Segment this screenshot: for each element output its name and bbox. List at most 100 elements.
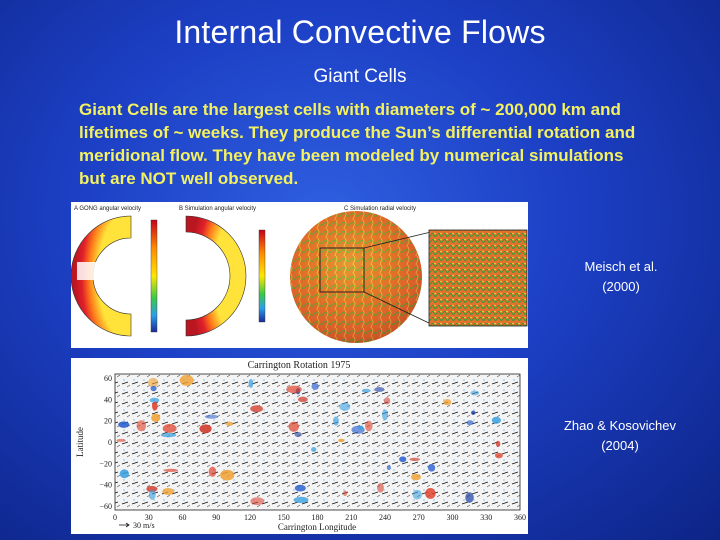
- flow-feature: [225, 421, 234, 426]
- flow-feature: [494, 452, 503, 459]
- flow-feature: [311, 447, 317, 453]
- flow-feature: [118, 421, 130, 428]
- flow-feature: [358, 425, 364, 430]
- flow-feature: [294, 484, 306, 492]
- flow-feature: [179, 374, 194, 386]
- flow-feature: [466, 420, 474, 426]
- longitude-tick-label: 120: [244, 513, 256, 522]
- longitude-axis-label: Carrington Longitude: [278, 522, 356, 532]
- latitude-tick-label: 40: [104, 395, 112, 404]
- panel-a-label: A GONG angular velocity: [74, 206, 141, 212]
- longitude-tick-label: 360: [514, 513, 526, 522]
- longitude-tick-label: 300: [447, 513, 459, 522]
- flow-feature: [410, 473, 422, 481]
- latitude-tick-label: −60: [99, 502, 112, 511]
- longitude-tick-label: 60: [179, 513, 187, 522]
- flow-feature: [465, 492, 474, 503]
- flow-feature: [361, 388, 371, 393]
- flow-feature: [297, 396, 308, 403]
- flow-feature: [146, 485, 158, 493]
- simulation-figure-graphic: A GONG angular velocity B Simulation ang…: [71, 206, 528, 343]
- flow-feature: [293, 496, 309, 504]
- flow-feature: [250, 405, 263, 413]
- flow-feature: [382, 409, 389, 421]
- flow-feature: [250, 497, 265, 506]
- slide-title: Internal Convective Flows: [174, 14, 546, 50]
- flow-map-title: Carrington Rotation 1975: [248, 360, 351, 371]
- flow-feature: [425, 487, 436, 499]
- flow-feature: [338, 438, 345, 443]
- flow-feature: [119, 469, 130, 479]
- flow-feature: [199, 424, 212, 434]
- flow-feature: [162, 423, 177, 433]
- latitude-tick-label: 20: [104, 417, 112, 426]
- gong-angular-velocity-panel: [71, 215, 158, 337]
- latitude-axis-label: Latitude: [75, 427, 85, 457]
- flow-feature: [412, 489, 422, 500]
- flow-feature: [220, 469, 235, 481]
- flow-feature: [377, 483, 384, 493]
- flow-feature: [311, 383, 319, 390]
- carrington-flow-map: Carrington Rotation 1975 60 40 20 0 −20 −40 −6…: [75, 360, 526, 532]
- flow-feature: [160, 432, 177, 438]
- flow-map-features: [116, 374, 503, 506]
- simulation-angular-velocity-panel: [185, 215, 266, 337]
- flow-feature: [149, 397, 160, 403]
- simulation-caption: Meisch et al. (2000): [584, 259, 658, 294]
- panel-c-label: C Simulation radial velocity: [344, 206, 416, 212]
- flow-feature: [163, 468, 179, 472]
- latitude-tick-label: −20: [99, 459, 112, 468]
- slide-subtitle: Giant Cells: [313, 66, 407, 87]
- flow-feature: [248, 378, 254, 388]
- flow-feature: [470, 390, 480, 396]
- flow-feature: [136, 420, 147, 432]
- carrington-rotation-figure: Carrington Rotation 1975 60 40 20 0 −20 −40 −6…: [71, 358, 528, 534]
- scale-arrow-icon: [119, 522, 130, 528]
- flow-feature: [443, 398, 452, 406]
- flow-feature: [294, 432, 302, 437]
- latitude-tick-label: 60: [104, 374, 112, 383]
- flow-feature: [150, 385, 157, 392]
- longitude-tick-label: 210: [345, 513, 357, 522]
- flow-feature: [204, 414, 219, 419]
- latitude-tick-label: 0: [108, 438, 112, 447]
- flow-feature: [286, 385, 302, 394]
- flow-feature: [151, 413, 161, 423]
- flow-feature: [491, 416, 502, 424]
- velocity-scale-label: 30 m/s: [133, 521, 155, 530]
- simulation-radial-velocity-panel: [290, 211, 528, 343]
- longitude-tick-label: 330: [480, 513, 492, 522]
- longitude-tick-label: 180: [312, 513, 324, 522]
- flow-feature: [208, 466, 217, 477]
- longitude-tick-label: 270: [413, 513, 425, 522]
- flow-feature: [409, 457, 421, 461]
- flow-feature: [162, 487, 175, 495]
- body-paragraph: Giant Cells are the largest cells with d…: [79, 100, 636, 188]
- flow-feature: [386, 465, 391, 471]
- flow-feature: [342, 490, 348, 497]
- observation-caption: Zhao & Kosovichev (2004): [563, 418, 676, 453]
- flow-feature: [152, 401, 158, 411]
- flow-feature: [383, 397, 391, 405]
- longitude-tick-label: 90: [212, 513, 220, 522]
- flow-feature: [399, 456, 407, 463]
- longitude-tick-label: 240: [379, 513, 391, 522]
- flow-feature: [374, 387, 385, 392]
- flow-feature: [427, 463, 436, 472]
- longitude-tick-label: 150: [278, 513, 290, 522]
- simulation-figure: A GONG angular velocity B Simulation ang…: [71, 202, 528, 348]
- latitude-tick-labels: 60 40 20 0 −20 −40 −60: [99, 374, 112, 511]
- flow-feature: [333, 416, 339, 426]
- flow-feature: [495, 440, 501, 447]
- flow-feature: [364, 420, 373, 432]
- flow-feature: [148, 489, 156, 500]
- flow-feature: [147, 377, 159, 388]
- latitude-tick-label: −40: [99, 481, 112, 490]
- flow-feature: [471, 410, 476, 415]
- flow-feature: [288, 421, 299, 432]
- flow-feature: [116, 438, 126, 442]
- longitude-tick-labels: 0 30 60 90 120 150 180 210 240 270 300 330 360: [113, 513, 526, 522]
- flow-feature: [339, 402, 351, 411]
- longitude-tick-label: 0: [113, 513, 117, 522]
- velocity-scale: 30 m/s: [119, 521, 155, 530]
